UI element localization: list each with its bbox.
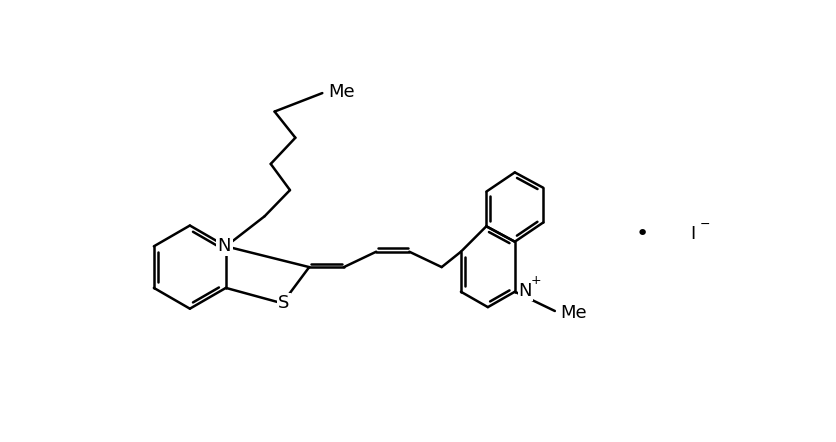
Text: −: −	[699, 217, 709, 230]
Text: Me: Me	[559, 304, 586, 321]
Text: •: •	[635, 224, 648, 244]
Text: Me: Me	[328, 83, 354, 100]
Text: N: N	[518, 282, 532, 300]
Text: S: S	[278, 294, 289, 312]
Text: N: N	[217, 236, 231, 255]
Text: I: I	[690, 225, 695, 243]
Text: +: +	[530, 274, 541, 287]
